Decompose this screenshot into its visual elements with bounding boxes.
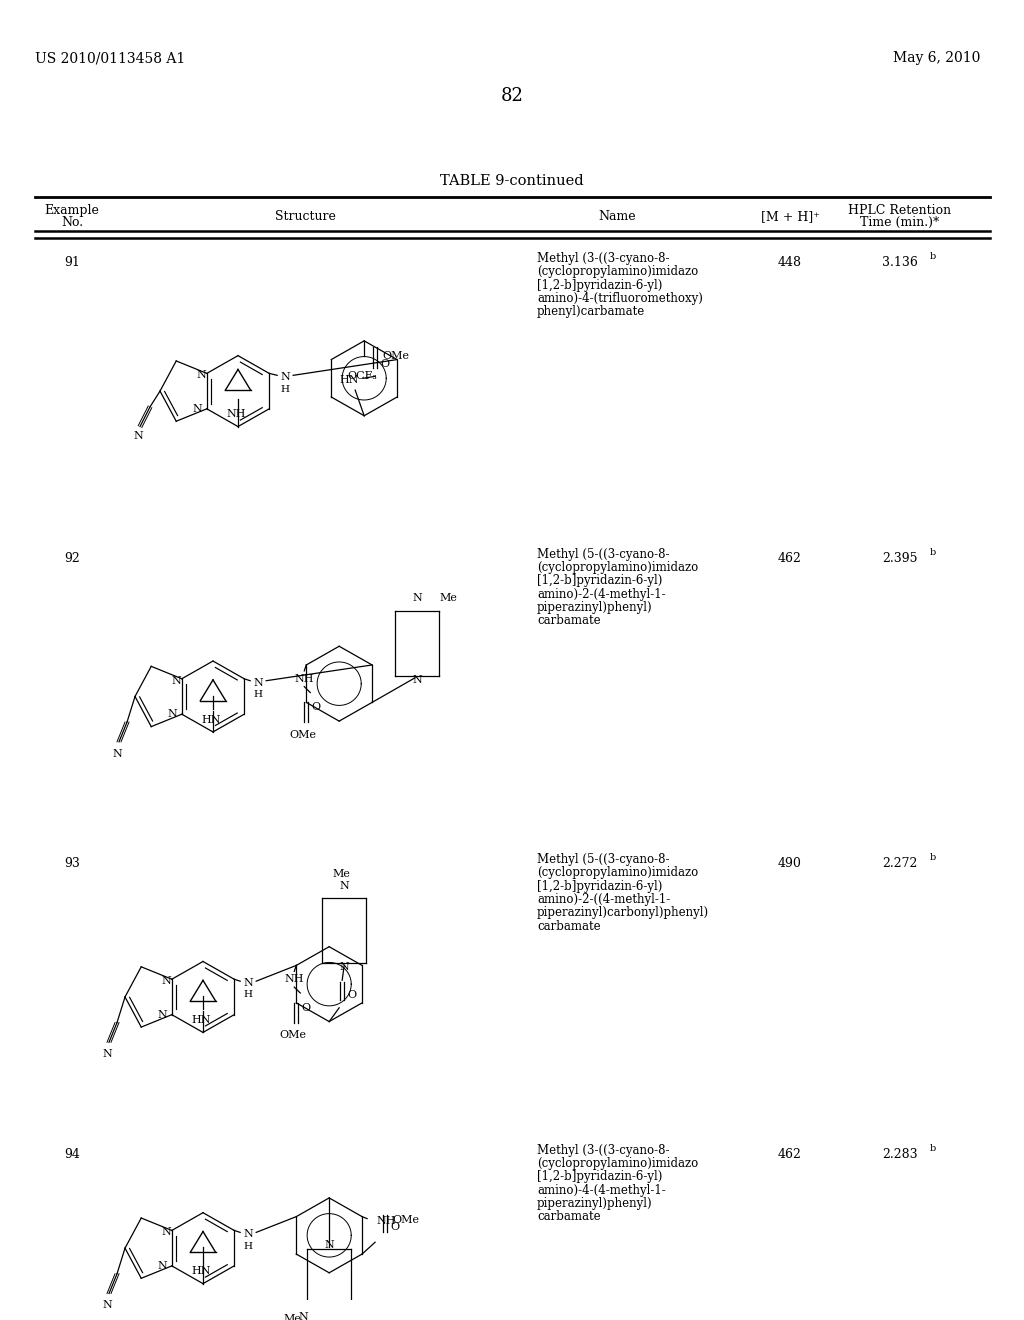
- Text: H: H: [281, 384, 290, 393]
- Text: O: O: [311, 702, 321, 713]
- Text: NH: NH: [295, 673, 314, 684]
- Text: N: N: [158, 1010, 168, 1019]
- Text: [1,2-b]pyridazin-6-yl): [1,2-b]pyridazin-6-yl): [537, 279, 663, 292]
- Text: TABLE 9-continued: TABLE 9-continued: [440, 174, 584, 189]
- Text: May 6, 2010: May 6, 2010: [893, 51, 980, 65]
- Text: N: N: [253, 677, 263, 688]
- Text: N: N: [339, 962, 349, 973]
- Text: 448: 448: [778, 256, 802, 269]
- Text: 2.283: 2.283: [883, 1147, 918, 1160]
- Text: N: N: [162, 1228, 172, 1237]
- Text: N: N: [158, 1261, 168, 1271]
- Text: amino)-2-((4-methyl-1-: amino)-2-((4-methyl-1-: [537, 894, 671, 906]
- Text: NH: NH: [285, 974, 304, 985]
- Text: O: O: [380, 359, 389, 368]
- Text: 2.272: 2.272: [883, 857, 918, 870]
- Text: N: N: [281, 372, 290, 383]
- Text: OCF₃: OCF₃: [347, 371, 377, 381]
- Text: [1,2-b]pyridazin-6-yl): [1,2-b]pyridazin-6-yl): [537, 574, 663, 587]
- Text: N: N: [102, 1049, 112, 1059]
- Text: 3.136: 3.136: [882, 256, 918, 269]
- Text: piperazinyl)carbonyl)phenyl): piperazinyl)carbonyl)phenyl): [537, 907, 710, 919]
- Text: OMe: OMe: [392, 1214, 419, 1225]
- Text: N: N: [133, 432, 143, 441]
- Text: No.: No.: [61, 215, 83, 228]
- Text: H: H: [254, 690, 263, 700]
- Text: amino)-4-(4-methyl-1-: amino)-4-(4-methyl-1-: [537, 1184, 666, 1197]
- Text: N: N: [298, 1312, 308, 1320]
- Text: phenyl)carbamate: phenyl)carbamate: [537, 305, 645, 318]
- Text: 462: 462: [778, 552, 802, 565]
- Text: b: b: [930, 252, 936, 261]
- Text: N: N: [413, 675, 422, 685]
- Text: O: O: [390, 1222, 399, 1233]
- Text: H: H: [244, 990, 253, 999]
- Text: (cyclopropylamino)imidazo: (cyclopropylamino)imidazo: [537, 866, 698, 879]
- Text: O: O: [347, 990, 356, 1001]
- Text: HN: HN: [202, 714, 221, 725]
- Text: N: N: [193, 404, 203, 414]
- Text: (cyclopropylamino)imidazo: (cyclopropylamino)imidazo: [537, 265, 698, 279]
- Text: OMe: OMe: [280, 1031, 307, 1040]
- Text: N: N: [244, 1229, 253, 1239]
- Text: 91: 91: [65, 256, 80, 269]
- Text: amino)-2-(4-methyl-1-: amino)-2-(4-methyl-1-: [537, 587, 666, 601]
- Text: 490: 490: [778, 857, 802, 870]
- Text: carbamate: carbamate: [537, 614, 601, 627]
- Text: [1,2-b]pyridazin-6-yl): [1,2-b]pyridazin-6-yl): [537, 1171, 663, 1183]
- Text: Methyl (5-((3-cyano-8-: Methyl (5-((3-cyano-8-: [537, 853, 670, 866]
- Text: Methyl (5-((3-cyano-8-: Methyl (5-((3-cyano-8-: [537, 548, 670, 561]
- Text: 93: 93: [65, 857, 80, 870]
- Text: NH: NH: [376, 1216, 395, 1225]
- Text: N: N: [339, 880, 349, 891]
- Text: 462: 462: [778, 1147, 802, 1160]
- Text: b: b: [930, 1143, 936, 1152]
- Text: N: N: [162, 977, 172, 986]
- Text: HN: HN: [339, 375, 359, 385]
- Text: Me: Me: [284, 1315, 301, 1320]
- Text: [1,2-b]pyridazin-6-yl): [1,2-b]pyridazin-6-yl): [537, 879, 663, 892]
- Text: HN: HN: [191, 1015, 211, 1026]
- Text: carbamate: carbamate: [537, 1210, 601, 1224]
- Text: amino)-4-(trifluoromethoxy): amino)-4-(trifluoromethoxy): [537, 292, 702, 305]
- Text: OMe: OMe: [290, 730, 316, 741]
- Text: piperazinyl)phenyl): piperazinyl)phenyl): [537, 1197, 652, 1210]
- Text: N: N: [113, 748, 122, 759]
- Text: 92: 92: [65, 552, 80, 565]
- Text: H: H: [244, 1242, 253, 1250]
- Text: piperazinyl)phenyl): piperazinyl)phenyl): [537, 601, 652, 614]
- Text: N: N: [102, 1300, 112, 1311]
- Text: 82: 82: [501, 87, 523, 104]
- Text: [M + H]⁺: [M + H]⁺: [761, 210, 819, 223]
- Text: NH: NH: [226, 409, 246, 420]
- Text: N: N: [197, 371, 207, 380]
- Text: N: N: [172, 676, 181, 685]
- Text: Me: Me: [439, 593, 457, 603]
- Text: carbamate: carbamate: [537, 920, 601, 933]
- Text: Methyl (3-((3-cyano-8-: Methyl (3-((3-cyano-8-: [537, 252, 670, 265]
- Text: N: N: [325, 1241, 334, 1250]
- Text: HPLC Retention: HPLC Retention: [849, 203, 951, 216]
- Text: Name: Name: [598, 210, 636, 223]
- Text: Me: Me: [332, 869, 350, 879]
- Text: N: N: [168, 709, 178, 719]
- Text: 94: 94: [65, 1147, 80, 1160]
- Text: N: N: [244, 978, 253, 989]
- Text: (cyclopropylamino)imidazo: (cyclopropylamino)imidazo: [537, 561, 698, 574]
- Text: b: b: [930, 548, 936, 557]
- Text: Methyl (3-((3-cyano-8-: Methyl (3-((3-cyano-8-: [537, 1143, 670, 1156]
- Text: b: b: [930, 853, 936, 862]
- Text: HN: HN: [191, 1266, 211, 1276]
- Text: 2.395: 2.395: [883, 552, 918, 565]
- Text: Structure: Structure: [274, 210, 336, 223]
- Text: Example: Example: [45, 203, 99, 216]
- Text: Time (min.)*: Time (min.)*: [860, 215, 940, 228]
- Text: O: O: [301, 1003, 310, 1012]
- Text: US 2010/0113458 A1: US 2010/0113458 A1: [35, 51, 185, 65]
- Text: (cyclopropylamino)imidazo: (cyclopropylamino)imidazo: [537, 1158, 698, 1170]
- Text: OMe: OMe: [382, 351, 410, 360]
- Text: N: N: [413, 593, 422, 603]
